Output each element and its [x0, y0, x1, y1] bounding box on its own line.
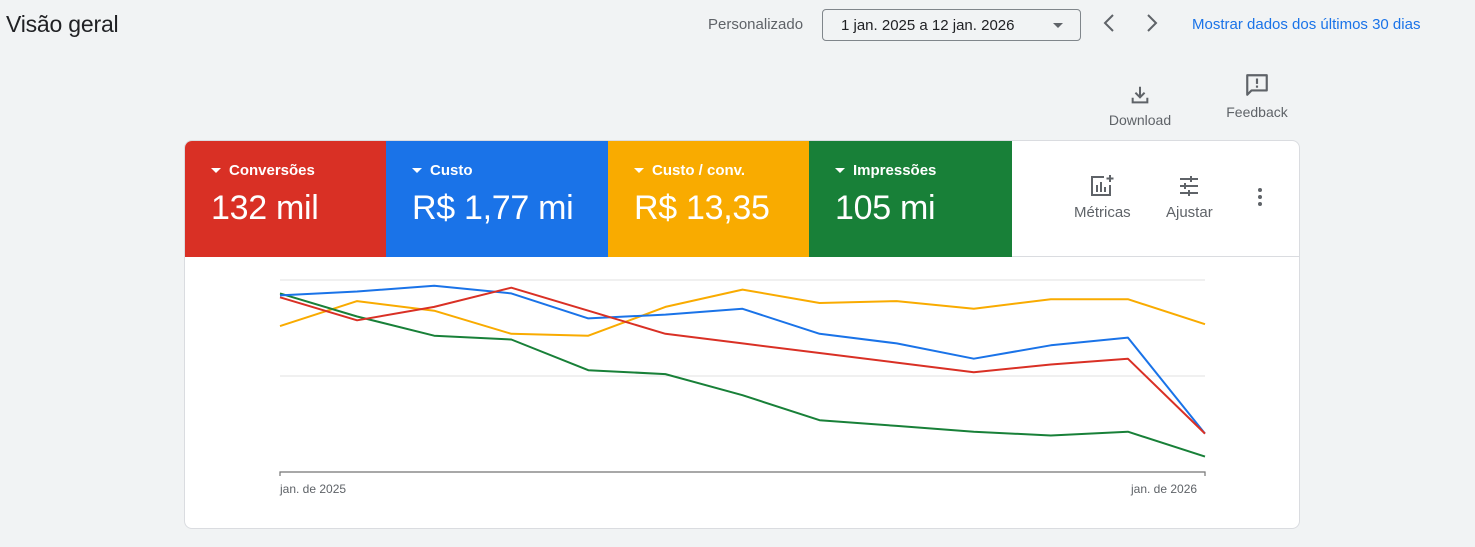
- metric-tile-custo-conv[interactable]: Custo / conv. R$ 13,35: [608, 141, 809, 257]
- metrics-button[interactable]: Métricas: [1074, 174, 1131, 221]
- dropdown-caret-icon: [211, 168, 221, 173]
- line-chart: jan. de 2025 jan. de 2026: [185, 258, 1299, 528]
- more-vert-icon-dot: [1258, 195, 1262, 199]
- series-line-custo[interactable]: [279, 284, 1206, 435]
- x-axis-label-end: jan. de 2026: [1131, 482, 1198, 496]
- date-range-select[interactable]: 1 jan. 2025 a 12 jan. 2026: [822, 9, 1081, 41]
- metric-label: Impressões: [853, 162, 937, 179]
- feedback-icon: [1246, 74, 1268, 96]
- metric-value: 132 mil: [211, 189, 319, 227]
- tune-icon: [1180, 176, 1199, 196]
- metric-label: Custo: [430, 162, 473, 179]
- download-button[interactable]: Download: [1104, 84, 1176, 128]
- adjust-label: Ajustar: [1166, 204, 1213, 221]
- metric-tile-custo[interactable]: Custo R$ 1,77 mi: [386, 141, 608, 257]
- more-options-button[interactable]: [1250, 185, 1270, 209]
- dropdown-caret-icon: [412, 168, 422, 173]
- metric-tile-impressoes[interactable]: Impressões 105 mi: [809, 141, 1012, 257]
- feedback-label: Feedback: [1226, 104, 1288, 120]
- overview-card: Conversões 132 mil Custo R$ 1,77 mi Cust…: [184, 140, 1300, 529]
- chevron-left-icon: [1103, 14, 1114, 32]
- more-vert-icon: [1258, 188, 1262, 192]
- add-chart-icon: [1091, 175, 1114, 196]
- metric-label: Conversões: [229, 162, 315, 179]
- dropdown-caret-icon: [1053, 23, 1063, 28]
- feedback-button[interactable]: Feedback: [1222, 72, 1292, 120]
- previous-period-button[interactable]: [1097, 11, 1121, 35]
- more-vert-icon-dot: [1258, 202, 1262, 206]
- adjust-button[interactable]: Ajustar: [1166, 174, 1213, 221]
- metric-value: 105 mi: [835, 189, 936, 227]
- chart-plot: [279, 279, 1206, 476]
- dropdown-caret-icon: [634, 168, 644, 173]
- next-period-button[interactable]: [1140, 11, 1164, 35]
- metric-label: Custo / conv.: [652, 162, 746, 179]
- chevron-right-icon: [1147, 14, 1158, 32]
- metric-tiles-row: Conversões 132 mil Custo R$ 1,77 mi Cust…: [185, 141, 1299, 257]
- metric-value: R$ 13,35: [634, 189, 770, 227]
- date-range-type-label: Personalizado: [708, 16, 804, 33]
- metrics-label: Métricas: [1074, 204, 1131, 221]
- dropdown-caret-icon: [835, 168, 845, 173]
- x-axis-label-start: jan. de 2025: [280, 482, 347, 496]
- download-icon: [1131, 86, 1149, 104]
- page-title: Visão geral: [6, 11, 119, 37]
- metric-value: R$ 1,77 mi: [412, 189, 574, 227]
- metric-tile-conversoes[interactable]: Conversões 132 mil: [185, 141, 386, 257]
- show-last-30-days-link[interactable]: Mostrar dados dos últimos 30 dias: [1192, 16, 1421, 33]
- download-label: Download: [1108, 112, 1172, 128]
- x-axis-baseline: [279, 471, 1206, 476]
- series-line-convers-es[interactable]: [279, 286, 1206, 435]
- series-line-custo-conv-[interactable]: [279, 288, 1206, 337]
- series-line-impress-es[interactable]: [279, 292, 1206, 458]
- date-range-value: 1 jan. 2025 a 12 jan. 2026: [841, 16, 1015, 34]
- card-tools: Métricas Ajustar: [1010, 141, 1299, 257]
